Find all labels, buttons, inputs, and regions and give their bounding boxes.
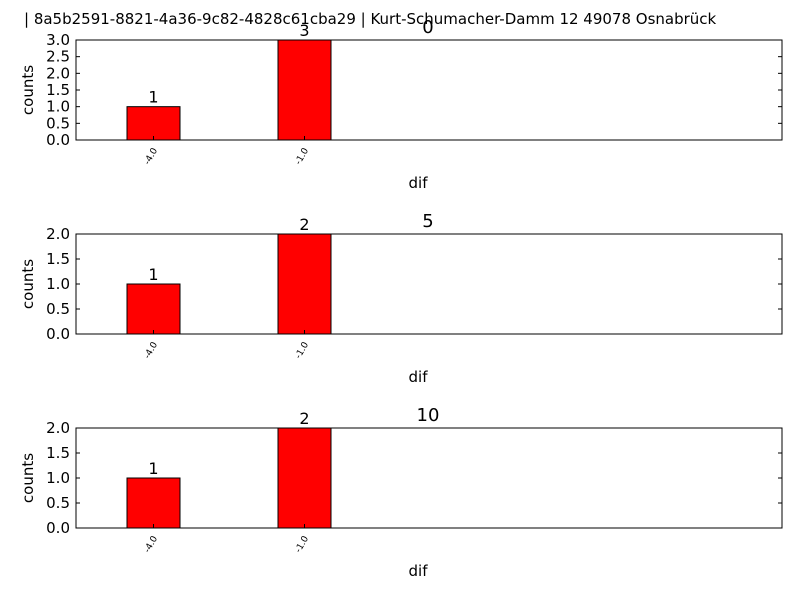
subplot-title-2: 5 (422, 211, 433, 232)
data-label-1-1: 1 (148, 88, 158, 107)
x-tick-label-2-2: -1.0 (294, 340, 312, 360)
data-label-1-2: 3 (299, 21, 309, 40)
plot-frame-3 (75, 427, 783, 529)
subplot-title-1: 0 (422, 17, 433, 38)
bar-1-2 (277, 39, 332, 141)
bar-1-1 (126, 106, 181, 141)
x-tick-label-2-1: -4.0 (143, 340, 161, 360)
x-axis-label-2: dif (409, 368, 429, 386)
y-tick-label-1-4: 1.5 (46, 81, 70, 99)
y-tick-label-3-5: 2.0 (46, 419, 70, 437)
y-tick-label-2-2: 0.5 (46, 300, 70, 318)
y-tick-label-3-3: 1.0 (46, 469, 70, 487)
y-tick-label-3-4: 1.5 (46, 444, 70, 462)
y-tick-label-1-6: 2.5 (46, 48, 70, 66)
bar-2-2 (277, 233, 332, 335)
x-tick-label-1-1: -4.0 (143, 146, 161, 166)
y-tick-label-1-7: 3.0 (46, 31, 70, 49)
data-label-2-1: 1 (148, 265, 158, 284)
y-tick-label-1-2: 0.5 (46, 114, 70, 132)
bar-3-2 (277, 427, 332, 529)
y-tick-label-3-1: 0.0 (46, 519, 70, 537)
x-tick-label-3-1: -4.0 (143, 534, 161, 554)
plot-frame-1 (75, 39, 783, 141)
y-tick-label-1-5: 2.0 (46, 64, 70, 82)
y-axis-label-2: counts (19, 259, 37, 309)
y-axis-label-3: counts (19, 453, 37, 503)
y-tick-label-1-3: 1.0 (46, 98, 70, 116)
y-tick-label-1-1: 0.0 (46, 131, 70, 149)
x-axis-label-1: dif (409, 174, 429, 192)
y-tick-label-2-3: 1.0 (46, 275, 70, 293)
y-axis-label-1: counts (19, 65, 37, 115)
y-tick-label-2-5: 2.0 (46, 225, 70, 243)
x-tick-label-1-2: -1.0 (294, 146, 312, 166)
data-label-3-2: 2 (299, 409, 309, 428)
y-tick-label-2-4: 1.5 (46, 250, 70, 268)
bar-3-1 (126, 477, 181, 529)
x-tick-label-3-2: -1.0 (294, 534, 312, 554)
subplot-title-3: 10 (417, 405, 440, 426)
data-label-3-1: 1 (148, 459, 158, 478)
y-tick-label-2-1: 0.0 (46, 325, 70, 343)
data-label-2-2: 2 (299, 215, 309, 234)
x-axis-label-3: dif (409, 562, 429, 580)
plot-frame-2 (75, 233, 783, 335)
figure-header-text: | 8a5b2591-8821-4a36-9c82-4828c61cba29 |… (24, 10, 717, 28)
bar-2-1 (126, 283, 181, 335)
y-tick-label-3-2: 0.5 (46, 494, 70, 512)
